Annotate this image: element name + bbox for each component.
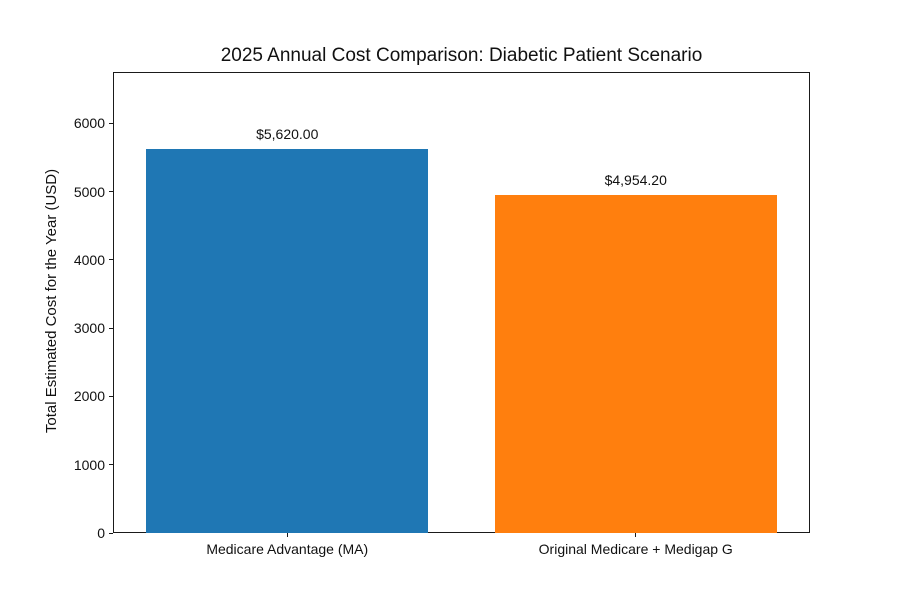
x-tick-label: Medicare Advantage (MA) [206, 541, 369, 557]
y-tick-label: 5000 [73, 183, 105, 200]
bar-value-label: $5,620.00 [256, 126, 319, 143]
bar-original-medicare-medigap-g [494, 194, 777, 533]
y-tick-mark [109, 395, 113, 397]
y-tick-label: 4000 [73, 251, 105, 268]
bar-value-label: $4,954.20 [604, 171, 667, 188]
y-tick-label: 3000 [73, 320, 105, 337]
y-tick-label: 0 [97, 525, 105, 541]
y-tick-mark [109, 532, 113, 534]
y-tick-label: 1000 [73, 456, 105, 473]
y-tick-mark [109, 327, 113, 329]
y-tick-mark [109, 191, 113, 193]
y-tick-label: 6000 [73, 115, 105, 132]
bar-medicare-advantage-ma [146, 149, 429, 533]
y-tick-mark [109, 259, 113, 261]
x-tick-mark [635, 533, 637, 537]
chart-title: 2025 Annual Cost Comparison: Diabetic Pa… [220, 45, 703, 66]
y-tick-mark [109, 464, 113, 466]
x-tick-label: Original Medicare + Medigap G [538, 541, 733, 557]
y-tick-mark [109, 122, 113, 124]
x-tick-mark [286, 533, 288, 537]
y-tick-label: 2000 [73, 388, 105, 405]
